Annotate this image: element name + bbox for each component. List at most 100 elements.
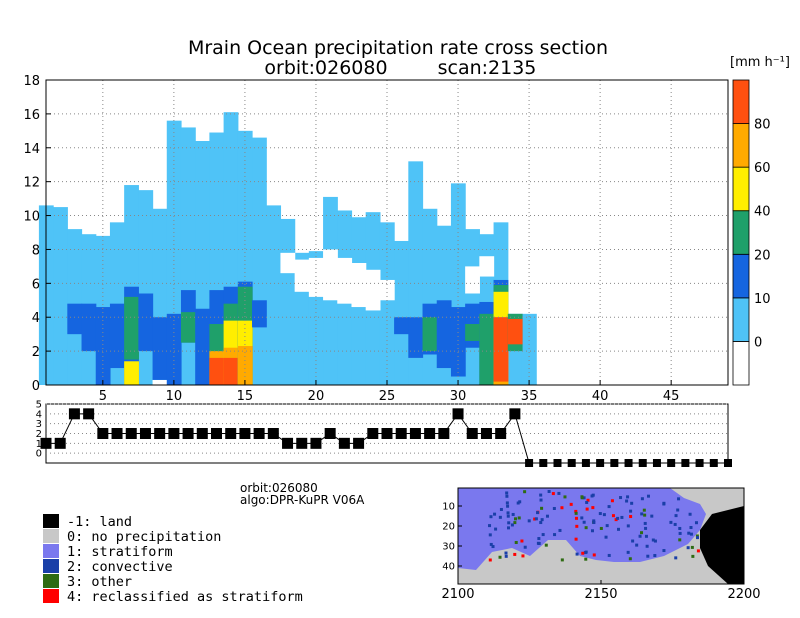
map-speckle	[638, 534, 642, 538]
rain-cell-13-16	[209, 357, 225, 385]
type-marker-3	[68, 408, 80, 420]
type-marker-34	[509, 408, 521, 420]
type-marker-22	[338, 437, 350, 449]
legend-swatch-convective	[43, 559, 59, 573]
map-speckle	[521, 554, 525, 558]
chart-title: Mrain Ocean precipitation rate cross sec…	[188, 37, 608, 59]
map-speckle	[696, 536, 700, 540]
map-speckle	[582, 520, 586, 524]
map-speckle	[523, 545, 527, 549]
map-speckle	[643, 521, 647, 525]
type-marker-30	[452, 408, 464, 420]
y-tick-label-18: 18	[23, 74, 40, 89]
map-speckle	[552, 506, 556, 510]
map-speckle	[551, 492, 555, 496]
map-speckle	[662, 549, 666, 553]
map-speckle	[626, 524, 630, 528]
gap-25	[379, 279, 395, 301]
type-marker-46	[681, 459, 690, 467]
colorbar-segment-2	[732, 253, 750, 299]
map-speckle	[673, 522, 677, 526]
type-marker-42	[624, 459, 633, 467]
map-speckle	[607, 505, 611, 509]
legend: -1: land 0: no precipitation 1: stratifo…	[43, 514, 303, 605]
map-speckle	[582, 496, 586, 500]
map-speckle	[604, 535, 608, 539]
map-speckle	[695, 534, 699, 538]
map-speckle	[592, 519, 596, 523]
map-speckle	[514, 517, 518, 521]
gap-18	[280, 252, 296, 274]
map-y-label-30: 30	[442, 542, 455, 553]
map-speckle	[629, 515, 633, 519]
type-marker-6	[111, 428, 123, 439]
map-speckle	[687, 531, 691, 535]
y-tick-label-14: 14	[23, 142, 40, 157]
y-tick-label-0: 0	[32, 379, 40, 394]
colorbar-label-40: 40	[754, 205, 771, 220]
cross-section-plot: 5 10 15 20 25 30 35 40 45 0 2 4 6 8 10 12 14 16 18	[23, 74, 729, 404]
map-speckle	[610, 499, 614, 503]
cloud-column-35	[521, 313, 537, 385]
colorbar-segment-3	[732, 210, 750, 255]
type-marker-25	[381, 428, 393, 439]
map-speckle	[605, 524, 609, 528]
map-speckle	[592, 521, 596, 525]
type-marker-38	[567, 459, 576, 467]
y-tick-label-4: 4	[32, 311, 40, 326]
colorbar-label-80: 80	[754, 118, 771, 133]
map-speckle	[506, 504, 510, 508]
type-marker-23	[353, 437, 365, 449]
map-speckle	[553, 533, 557, 537]
colorbar-label-0: 0	[754, 335, 762, 350]
y-axis: 0 2 4 6 8 10 12 14 16 18	[23, 74, 51, 394]
map-speckle	[517, 516, 521, 520]
map-speckle	[523, 490, 527, 494]
map-speckle	[536, 541, 540, 545]
map-speckle	[662, 502, 666, 506]
map-speckle	[488, 524, 492, 528]
map-speckle	[539, 493, 543, 497]
rain-cell-6-3	[109, 303, 125, 369]
rain-cell-14-21	[223, 357, 239, 385]
map-speckle	[504, 554, 508, 558]
map-speckle	[527, 519, 531, 523]
map-speckle	[678, 526, 682, 530]
map-speckle	[569, 502, 573, 506]
cloud-column-26	[394, 240, 409, 385]
cloud-column-25	[379, 222, 395, 385]
type-marker-9	[154, 428, 166, 439]
cloud-gaps	[152, 249, 495, 385]
x-tick-label-10: 10	[166, 389, 183, 404]
map-speckle	[614, 518, 618, 522]
legend-label-reclassified: 4: reclassified as stratiform	[67, 589, 303, 605]
map-speckle	[491, 545, 495, 549]
cloud-column-16	[252, 137, 267, 385]
colorbar-segment-0	[732, 341, 750, 386]
map-speckle	[626, 550, 630, 554]
type-y-label-0: 0	[36, 449, 42, 460]
type-marker-26	[395, 428, 407, 439]
map-speckle	[488, 558, 492, 562]
map-y-label-10: 10	[442, 502, 455, 513]
map-speckle	[574, 511, 578, 515]
type-marker-8	[139, 428, 151, 439]
type-marker-16	[253, 428, 265, 439]
cloud-column-8	[138, 190, 154, 385]
map-speckle	[518, 500, 522, 504]
map-speckle	[506, 526, 510, 530]
map-speckle	[677, 497, 681, 501]
map-speckle	[686, 546, 690, 550]
map-stratiform-region	[458, 488, 706, 570]
map-speckle	[498, 515, 502, 519]
rain-cells	[67, 279, 523, 385]
map-speckle	[650, 514, 654, 518]
x-tick-label-30: 30	[450, 389, 467, 404]
type-marker-1	[40, 437, 52, 449]
y-tick-label-12: 12	[23, 176, 40, 191]
map-x-label-2200: 2200	[727, 587, 760, 602]
colorbar-label-60: 60	[754, 161, 771, 176]
type-marker-40	[596, 459, 605, 467]
rain-cell-31-34	[465, 324, 480, 341]
